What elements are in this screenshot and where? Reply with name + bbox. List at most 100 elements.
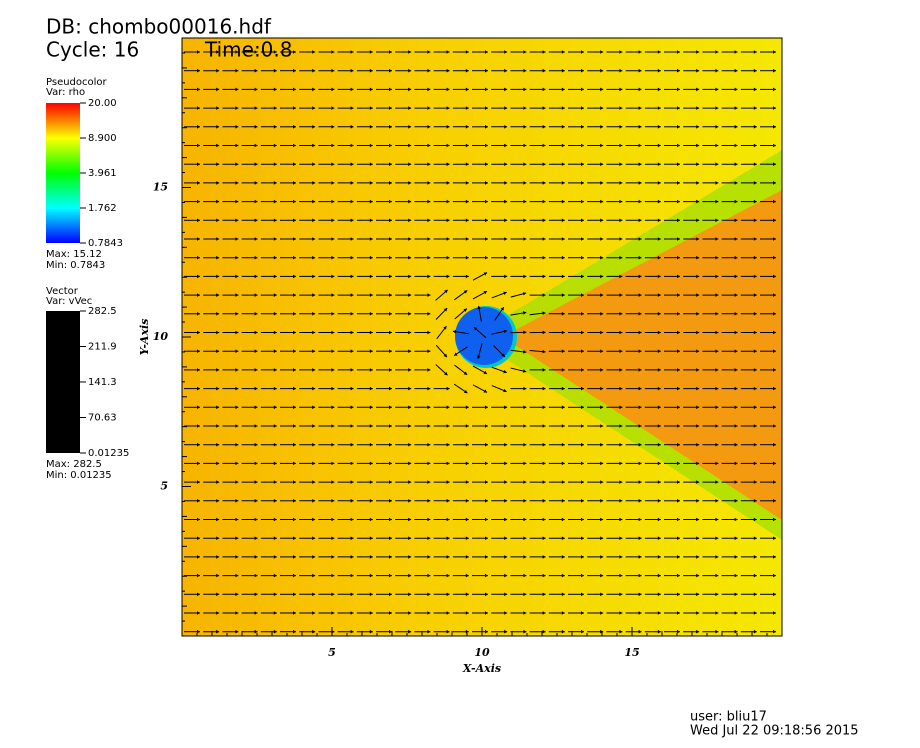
arrow-head: [465, 237, 469, 241]
arrow-head: [503, 388, 507, 393]
arrow-head: [696, 106, 700, 110]
arrow-head: [696, 311, 700, 316]
arrow-head: [734, 573, 738, 578]
arrow-head: [561, 555, 565, 559]
arrow-head: [446, 274, 450, 279]
arrow-head: [734, 461, 738, 466]
arrow-head: [216, 330, 220, 335]
arrow-head: [350, 386, 354, 391]
y-axis-label: Y-Axis: [138, 319, 151, 356]
arrow-head: [619, 311, 623, 316]
arrow-head: [369, 555, 373, 559]
arrow-head: [216, 592, 220, 597]
arrow-head: [600, 50, 604, 54]
arrow-head: [696, 629, 700, 634]
arrow-head: [235, 405, 239, 410]
arrow-head: [561, 517, 565, 522]
arrow-head: [389, 199, 392, 204]
arrow-head: [465, 162, 469, 167]
arrow-head: [465, 442, 469, 447]
arrow-head: [600, 461, 604, 466]
arrow-head: [523, 124, 527, 129]
arrow-head: [197, 68, 200, 73]
arrow-head: [273, 405, 277, 410]
arrow-head: [331, 237, 335, 241]
arrow-head: [753, 573, 757, 578]
arrow-head: [677, 162, 680, 167]
arrow-head: [293, 480, 296, 484]
arrow-head: [561, 181, 565, 185]
arrow-head: [273, 162, 277, 167]
arrow-head: [523, 592, 527, 597]
arrow-head: [600, 573, 604, 578]
arrow-head: [523, 68, 527, 73]
arrow-head: [293, 330, 296, 335]
arrow-head: [715, 199, 719, 204]
arrow-head: [350, 573, 354, 578]
arrow-head: [581, 480, 584, 484]
arrow-head: [523, 87, 527, 92]
arrow-head: [581, 87, 584, 92]
arrow-head: [197, 480, 200, 484]
arrow-head: [677, 50, 680, 54]
arrow-head: [331, 218, 335, 223]
arrow-head: [638, 592, 642, 597]
arrow-head: [753, 405, 757, 410]
arrow-head: [273, 386, 277, 391]
arrow-head: [561, 386, 565, 391]
arrow-head: [600, 555, 604, 559]
arrow-head: [677, 274, 680, 279]
arrow-head: [331, 255, 335, 260]
arrow-head: [216, 480, 220, 484]
arrow-head: [293, 349, 296, 354]
arrow-head: [542, 629, 546, 634]
arrow-head: [696, 293, 700, 297]
arrow-head: [753, 442, 757, 447]
arrow-head: [408, 143, 412, 148]
arrow-head: [581, 255, 584, 260]
x-tick-label: 5: [328, 646, 336, 659]
arrow-head: [734, 237, 738, 241]
arrow-head: [734, 143, 738, 148]
arrow-head: [389, 555, 392, 559]
arrow-head: [197, 442, 200, 447]
arrow-head: [197, 592, 200, 597]
arrow-head: [677, 480, 680, 484]
arrow-head: [408, 293, 412, 297]
arrow-head: [657, 405, 661, 410]
arrow-head: [753, 68, 757, 73]
arrow-head: [581, 274, 584, 279]
arrow-head: [293, 368, 296, 372]
arrow-head: [216, 106, 220, 110]
legend-tick-label: 0.01235: [88, 448, 129, 459]
arrow-head: [235, 555, 239, 559]
arrow-head: [715, 629, 719, 634]
arrow-head: [254, 386, 258, 391]
arrow-head: [235, 349, 239, 354]
arrow-head: [734, 181, 738, 185]
arrow-head: [753, 255, 757, 260]
arrow-head: [216, 368, 220, 372]
arrow-head: [657, 50, 661, 54]
arrow-head: [350, 87, 354, 92]
arrow-head: [619, 405, 623, 410]
arrow-head: [216, 199, 220, 204]
arrow-head: [331, 442, 335, 447]
arrow-head: [523, 517, 527, 522]
arrow-head: [446, 461, 450, 466]
arrow-head: [600, 106, 604, 110]
arrow-head: [657, 87, 661, 92]
arrow-head: [293, 87, 296, 92]
arrow-head: [273, 124, 277, 129]
arrow-head: [369, 480, 373, 484]
arrow-head: [312, 106, 316, 110]
arrow-head: [369, 311, 373, 316]
arrow-head: [235, 162, 239, 167]
arrow-head: [561, 87, 565, 92]
arrow-head: [581, 218, 584, 223]
arrow-head: [619, 442, 623, 447]
arrow-head: [273, 293, 277, 297]
arrow-head: [485, 124, 488, 129]
arrow-head: [696, 368, 700, 372]
arrow-head: [350, 480, 354, 484]
